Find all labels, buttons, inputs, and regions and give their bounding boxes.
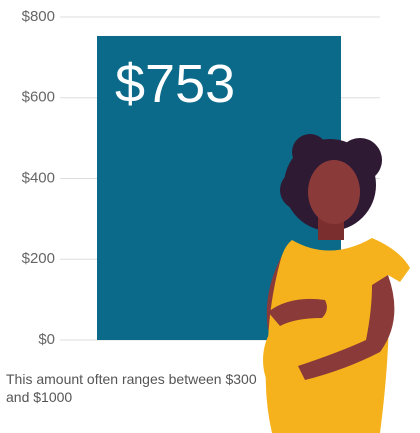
value-label: $753 xyxy=(115,54,235,114)
y-tick-label: $400 xyxy=(22,169,55,186)
y-tick-label: $800 xyxy=(22,8,55,25)
illustration xyxy=(263,134,410,433)
annotation: This amount often ranges between $300 an… xyxy=(6,370,261,406)
page: $0 $200 $400 $600 $800 $753 This amount often… xyxy=(0,0,420,433)
y-tick-label: $0 xyxy=(38,331,55,348)
y-tick-label: $600 xyxy=(22,89,55,106)
chart: $0 $200 $400 $600 $800 $753 xyxy=(0,0,420,433)
y-tick-label: $200 xyxy=(22,250,55,267)
